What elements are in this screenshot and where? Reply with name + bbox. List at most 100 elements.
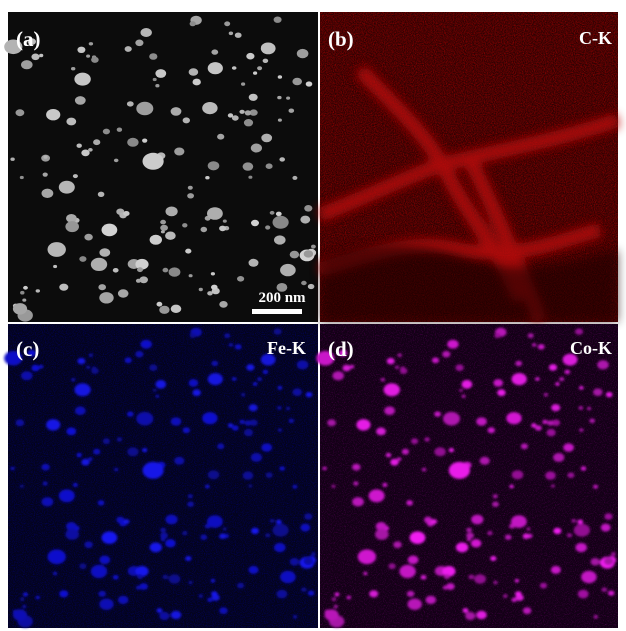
particle bbox=[232, 377, 237, 381]
particle bbox=[137, 267, 143, 272]
particle bbox=[356, 419, 370, 430]
particle bbox=[253, 382, 257, 385]
particle bbox=[77, 453, 82, 457]
particle bbox=[611, 552, 616, 556]
particle bbox=[241, 393, 245, 396]
particle bbox=[20, 176, 24, 179]
particle bbox=[406, 500, 413, 505]
particle bbox=[189, 68, 199, 76]
particle bbox=[426, 596, 437, 604]
particle bbox=[293, 615, 297, 618]
particle bbox=[353, 481, 358, 485]
particle bbox=[311, 245, 316, 249]
particle bbox=[150, 542, 162, 552]
particle bbox=[449, 462, 470, 479]
particle bbox=[308, 591, 315, 596]
particle bbox=[263, 59, 269, 63]
panel-cobalt bbox=[316, 324, 618, 628]
particle bbox=[547, 429, 556, 436]
particle bbox=[249, 566, 259, 574]
panel-label: (c) bbox=[16, 337, 39, 361]
particle bbox=[42, 189, 54, 198]
particle bbox=[279, 157, 285, 161]
particle bbox=[589, 419, 595, 423]
particle bbox=[59, 590, 68, 597]
particle bbox=[335, 593, 340, 597]
particle bbox=[185, 249, 191, 254]
particle bbox=[526, 527, 530, 530]
particle bbox=[166, 207, 178, 217]
particle bbox=[465, 612, 475, 620]
particle bbox=[565, 370, 571, 374]
particle bbox=[503, 594, 507, 597]
particle bbox=[142, 448, 147, 452]
particle bbox=[515, 361, 522, 366]
particle bbox=[99, 292, 113, 303]
panel-label: (a) bbox=[16, 27, 41, 51]
particle bbox=[103, 438, 110, 444]
particle bbox=[278, 386, 282, 390]
particle bbox=[407, 591, 415, 597]
particle bbox=[211, 579, 215, 582]
particle bbox=[48, 242, 66, 257]
particle bbox=[325, 609, 339, 620]
particle bbox=[276, 520, 282, 525]
particle bbox=[171, 305, 182, 313]
particle bbox=[125, 46, 132, 52]
particle bbox=[400, 368, 408, 374]
particle bbox=[171, 611, 182, 619]
particle bbox=[376, 428, 386, 436]
particle bbox=[449, 448, 454, 452]
particle bbox=[23, 593, 28, 597]
particle bbox=[136, 412, 153, 426]
particle bbox=[113, 575, 119, 580]
particle bbox=[77, 47, 85, 53]
particle bbox=[136, 102, 153, 116]
particle bbox=[553, 453, 564, 462]
particle bbox=[127, 101, 134, 106]
particle bbox=[202, 102, 217, 114]
particle bbox=[205, 485, 209, 488]
particle bbox=[535, 377, 540, 381]
particle bbox=[604, 558, 613, 565]
particle bbox=[59, 489, 75, 502]
particle bbox=[165, 232, 176, 240]
particle bbox=[476, 611, 487, 619]
particle bbox=[208, 161, 220, 170]
panel-label: (d) bbox=[328, 337, 354, 361]
particle bbox=[31, 54, 39, 61]
particle bbox=[66, 118, 76, 126]
particle bbox=[604, 513, 612, 520]
particle bbox=[211, 49, 218, 54]
particle bbox=[65, 221, 79, 232]
particle bbox=[136, 586, 141, 590]
particle bbox=[274, 17, 282, 23]
particle bbox=[207, 515, 223, 528]
particle bbox=[88, 148, 93, 152]
particle bbox=[363, 572, 367, 575]
particle bbox=[21, 60, 33, 69]
particle bbox=[22, 299, 26, 302]
particle bbox=[88, 457, 93, 461]
particle bbox=[39, 365, 43, 368]
particle bbox=[280, 264, 296, 276]
particle bbox=[189, 274, 193, 277]
particle bbox=[161, 230, 165, 233]
particle bbox=[551, 404, 560, 411]
particle bbox=[98, 591, 106, 597]
particle bbox=[410, 531, 426, 544]
particle bbox=[163, 575, 169, 580]
particle bbox=[31, 365, 39, 372]
particle bbox=[369, 590, 378, 597]
particle bbox=[397, 457, 402, 461]
particle bbox=[239, 420, 244, 424]
particle bbox=[189, 379, 199, 387]
particle bbox=[39, 54, 43, 57]
element-label: Co-K bbox=[570, 338, 612, 358]
particle bbox=[278, 119, 282, 122]
particle bbox=[306, 81, 313, 86]
particle bbox=[402, 449, 409, 455]
particle bbox=[474, 574, 486, 583]
particle bbox=[159, 612, 169, 620]
particle bbox=[292, 176, 297, 180]
